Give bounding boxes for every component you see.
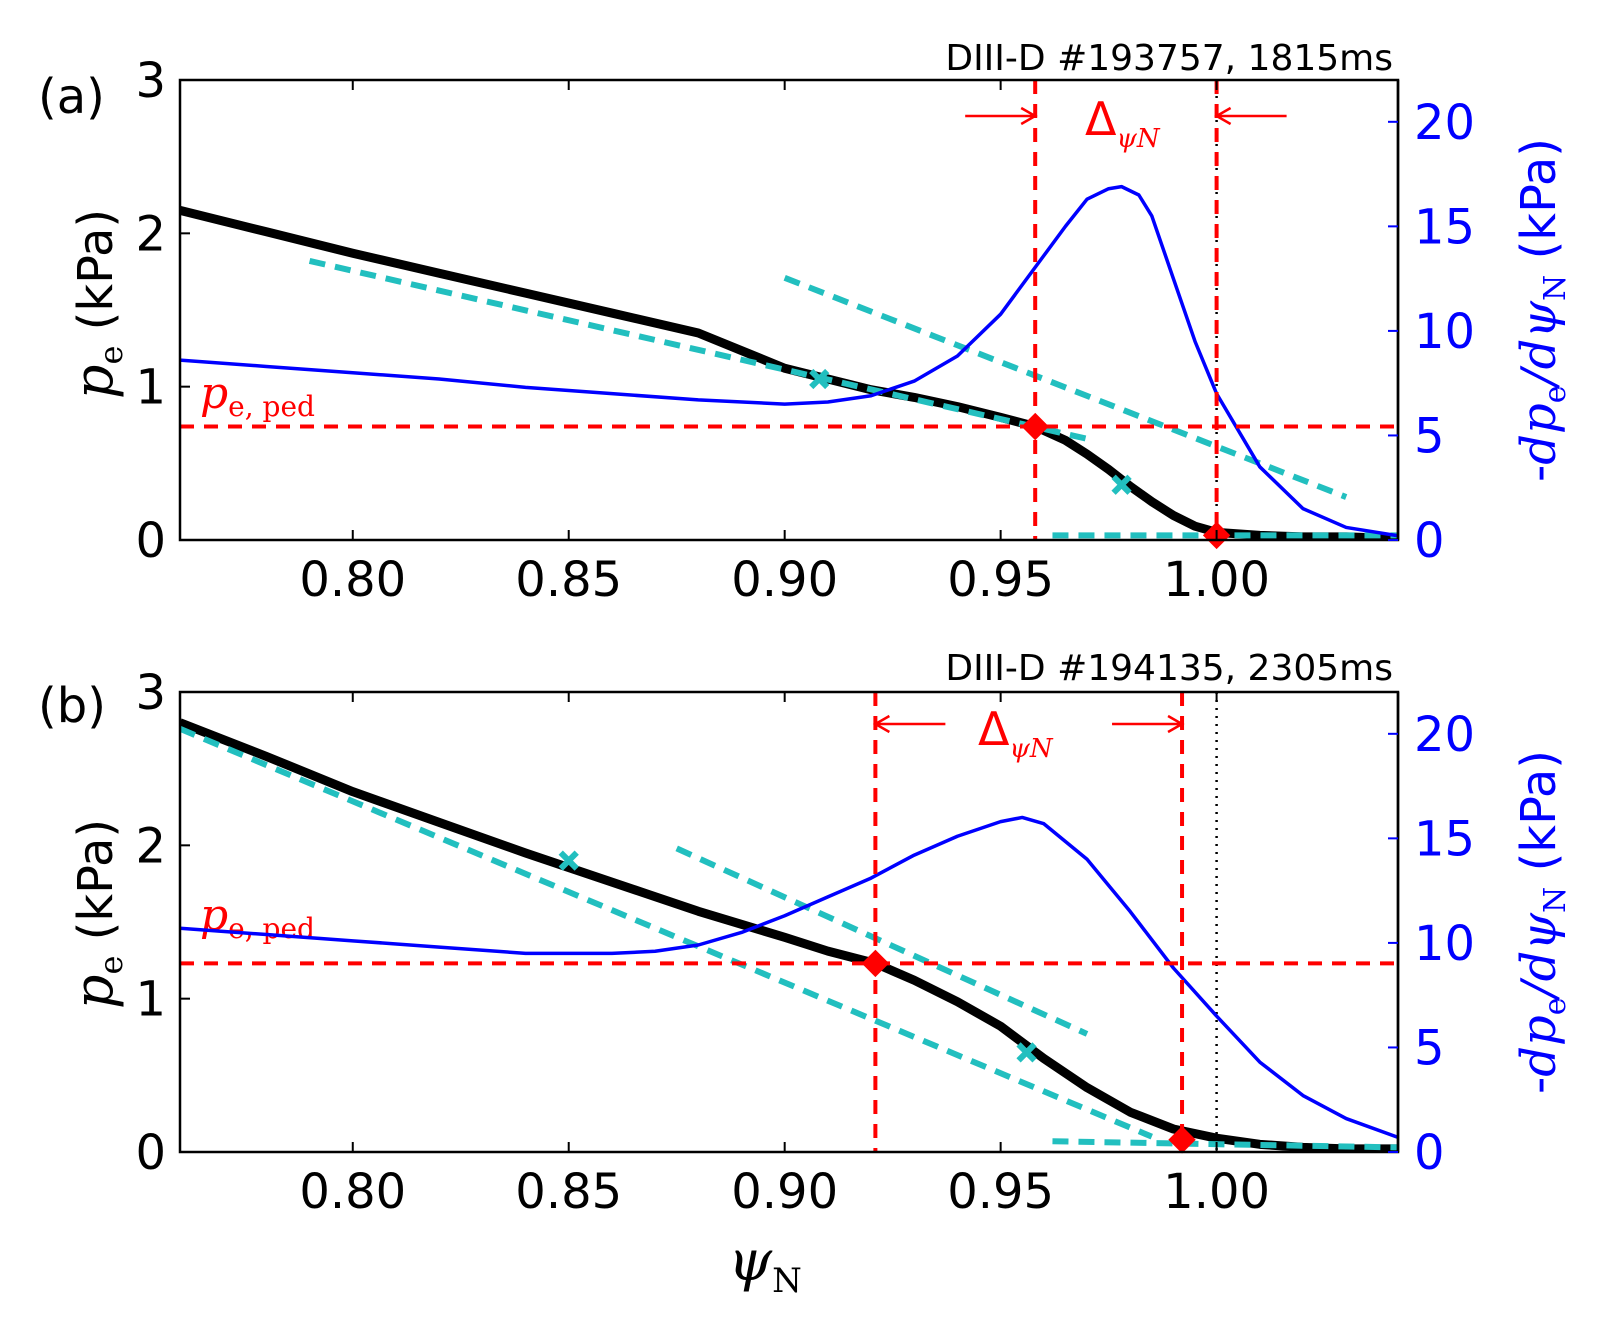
panel-b-ytick-right-label-3: 15 xyxy=(1414,811,1475,867)
panel-a-plot-area: 0.80 0.85 0.90 0.95 1.00 0 1 2 3 0 5 10 15 20 xyxy=(135,53,1475,608)
panel-a-ylabel-left-unit: (kPa) xyxy=(68,209,124,346)
panel-a-gradient-line xyxy=(180,184,1398,538)
panel-a-xtick-label-3: 0.95 xyxy=(947,552,1054,608)
panel-a-xtick-label-2: 0.90 xyxy=(731,552,838,608)
panel-b-ylabel-right-num: dp xyxy=(1511,1015,1567,1076)
panel-b-label: (b) xyxy=(38,678,106,734)
panel-b-xtick-label-0: 0.80 xyxy=(299,1164,406,1220)
panel-a-fit-line-1 xyxy=(308,258,1088,442)
panel-a-ytick-right-label-4: 20 xyxy=(1414,95,1475,151)
panel-b-ytick-left-label-3: 3 xyxy=(135,665,166,721)
panel-b-data-layer xyxy=(180,692,1398,1152)
panel-b-ytick-right-label-0: 0 xyxy=(1414,1125,1445,1181)
panel-a-ytick-right-label-3: 15 xyxy=(1414,199,1475,255)
panel-b: (b) DIII-D #194135, 2305ms pe (kPa) -dpe… xyxy=(38,648,1573,1220)
panel-a-title: DIII-D #193757, 1815ms xyxy=(945,38,1393,79)
panel-a-label: (a) xyxy=(38,69,105,125)
panel-a-ped-label: pe, ped xyxy=(200,368,315,423)
panel-b-ylabel-right-prefix: - xyxy=(1511,1077,1567,1094)
panel-a-delta-label: ΔψN xyxy=(1085,92,1161,154)
panel-b-ytick-left-label-1: 1 xyxy=(135,972,166,1028)
panel-b-ped-top-marker xyxy=(861,949,890,978)
panel-b-xtick-label-1: 0.85 xyxy=(515,1164,622,1220)
panel-a-ylabel-right-den-sub: N xyxy=(1538,275,1573,301)
panel-b-ylabel-right-unit: (kPa) xyxy=(1511,750,1567,887)
panel-a-delta-symbol: Δ xyxy=(1085,92,1117,146)
panel-a-xtick-label-0: 0.80 xyxy=(299,552,406,608)
panel-a-ylabel-right-num-sub: e xyxy=(1538,385,1573,403)
panel-a-ped-label-var: p xyxy=(200,368,228,419)
panel-a-fit-line-2 xyxy=(783,275,1348,500)
panel-b-ylabel-right-num-sub: e xyxy=(1538,997,1573,1015)
panel-a-xtick-label-1: 0.85 xyxy=(515,552,622,608)
panel-b-fit-line-1 xyxy=(180,726,1153,1140)
x-axis-label: ψN xyxy=(728,1229,802,1301)
panel-b-ped-label: pe, ped xyxy=(200,890,315,945)
panel-a-ylabel-right-num: dp xyxy=(1511,403,1567,464)
panel-b-fit-line-2 xyxy=(675,845,1089,1037)
panel-b-delta-arrow-1 xyxy=(872,714,946,734)
panel-a-ped-label-sub: e, ped xyxy=(228,390,315,423)
panel-b-ylabel-left-var: p xyxy=(62,975,125,1010)
panel-b-delta-label: ΔψN xyxy=(978,702,1054,764)
panel-b-axes-frame xyxy=(178,690,1400,1154)
panel-b-ytick-right-label-2: 10 xyxy=(1414,916,1475,972)
panel-b-xtick-label-2: 0.90 xyxy=(731,1164,838,1220)
panel-a-ytick-right-label-1: 5 xyxy=(1414,408,1445,464)
panel-b-xtick-label-4: 1.00 xyxy=(1163,1164,1270,1220)
panel-b-fit-marker-2 xyxy=(1016,1042,1037,1063)
panel-a-ytick-left-label-0: 0 xyxy=(135,513,166,569)
panel-a-ytick-right-label-0: 0 xyxy=(1414,513,1445,569)
panel-a-ylabel-right-den: /dψ xyxy=(1511,300,1567,390)
panel-a-ylabel-right-unit: (kPa) xyxy=(1511,138,1567,275)
panel-a-ytick-left-label-2: 2 xyxy=(135,206,166,262)
panel-a-ytick-left-label-1: 1 xyxy=(135,360,166,416)
panel-b-title: DIII-D #194135, 2305ms xyxy=(945,648,1393,689)
panel-b-ylabel-right-den-sub: N xyxy=(1538,887,1573,913)
panel-b-delta-sub: ψN xyxy=(1009,734,1053,764)
panel-b-ytick-right-label-1: 5 xyxy=(1414,1020,1445,1076)
panel-b-ylabel-left-unit: (kPa) xyxy=(68,819,124,956)
panel-b-ytick-right-label-4: 20 xyxy=(1414,707,1475,763)
panel-b-ylabel-left: pe (kPa) xyxy=(62,819,130,1009)
panel-a-delta-arrow-2 xyxy=(1214,106,1287,126)
panel-b-plot-area: 0.80 0.85 0.90 0.95 1.00 0 1 2 3 0 5 10 15 20 xyxy=(135,665,1475,1220)
panel-b-delta-symbol: Δ xyxy=(978,702,1010,756)
panel-b-pe-profile-line xyxy=(180,718,1398,1152)
panel-a-ytick-left-label-3: 3 xyxy=(135,53,166,109)
panel-b-delta-arrow-2 xyxy=(1112,714,1185,734)
panel-b-fit-line-3 xyxy=(1052,1138,1398,1151)
panel-b-gradient-line xyxy=(180,815,1398,1140)
panel-b-ytick-left-label-2: 2 xyxy=(135,818,166,874)
panel-a: (a) DIII-D #193757, 1815ms pe (kPa) -dpe… xyxy=(38,38,1573,608)
panel-a-fit-marker-1 xyxy=(809,368,830,390)
x-axis-label-sub: N xyxy=(772,1261,802,1301)
panel-a-fit-marker-2 xyxy=(1111,474,1132,495)
panel-b-ytick-left-label-0: 0 xyxy=(135,1125,166,1181)
panel-b-fit-marker-1 xyxy=(558,850,579,871)
panel-b-xtick-label-3: 0.95 xyxy=(947,1164,1054,1220)
panel-b-ped-label-var: p xyxy=(200,890,228,941)
x-axis-label-main: ψ xyxy=(728,1229,773,1294)
panel-b-ylabel-right: -dpe/dψN (kPa) xyxy=(1511,750,1573,1094)
panel-a-delta-arrow-1 xyxy=(965,106,1038,126)
panel-a-ylabel-left-var: p xyxy=(62,365,125,400)
panel-a-delta-sub: ψN xyxy=(1116,124,1160,154)
panel-b-ylabel-left-sub: e xyxy=(92,956,130,975)
panel-b-ylabel-right-den: /dψ xyxy=(1511,912,1567,1002)
panel-a-ylabel-right: -dpe/dψN (kPa) xyxy=(1511,138,1573,482)
panel-b-ped-label-sub: e, ped xyxy=(228,912,315,945)
panel-a-ylabel-left: pe (kPa) xyxy=(62,209,130,399)
panel-a-data-layer xyxy=(180,80,1398,540)
panel-a-ped-top-marker xyxy=(1021,412,1049,441)
panel-a-xtick-label-4: 1.00 xyxy=(1163,552,1270,608)
panel-a-ylabel-right-prefix: - xyxy=(1511,465,1567,482)
panel-a-ytick-right-label-2: 10 xyxy=(1414,304,1475,360)
panel-a-ylabel-left-sub: e xyxy=(92,346,130,365)
